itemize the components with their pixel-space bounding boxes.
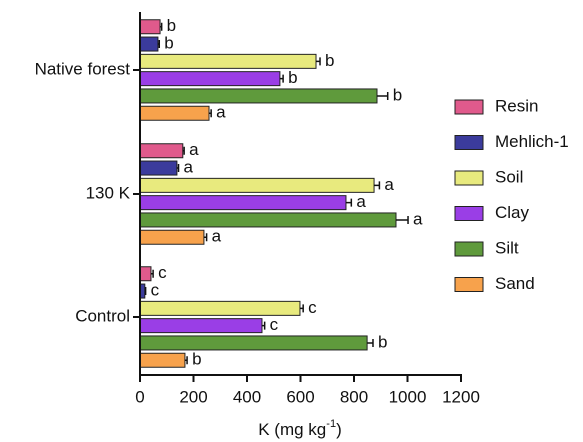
x-tick-label: 1000 <box>389 387 427 406</box>
legend-label: Soil <box>495 167 523 186</box>
bar <box>139 177 375 193</box>
bar <box>139 300 301 316</box>
significance-letter: a <box>356 192 366 211</box>
significance-letter: b <box>167 16 176 35</box>
error-bar <box>261 321 266 330</box>
bar <box>139 143 184 159</box>
significance-letter: b <box>378 332 387 351</box>
bar <box>139 266 152 282</box>
significance-letter: b <box>192 350 201 369</box>
y-tick-label: Native forest <box>35 59 131 78</box>
error-bar <box>279 74 284 83</box>
significance-letter: b <box>325 51 334 70</box>
x-tick-label: 800 <box>340 387 368 406</box>
significance-letter: c <box>158 263 167 282</box>
error-bar <box>377 91 389 100</box>
x-tick-label: 200 <box>179 387 207 406</box>
significance-letter: b <box>164 34 173 53</box>
bar <box>139 195 347 211</box>
error-bar <box>299 304 304 313</box>
error-bar <box>144 287 147 296</box>
significance-letter: b <box>393 85 402 104</box>
y-tick-label: 130 K <box>86 183 131 202</box>
significance-letter: a <box>189 140 199 159</box>
significance-letter: a <box>413 209 423 228</box>
error-bar <box>182 146 185 155</box>
error-bar <box>345 198 353 207</box>
significance-letter: c <box>151 281 160 300</box>
x-axis-title-end: ) <box>336 420 342 439</box>
legend-swatch <box>454 170 484 186</box>
error-bar <box>203 233 208 242</box>
bar <box>139 36 159 52</box>
legend-label: Silt <box>495 238 519 257</box>
bar <box>139 71 281 87</box>
legend-swatch <box>454 135 484 150</box>
significance-letter: a <box>184 158 194 177</box>
bar <box>139 19 161 35</box>
error-bar <box>184 356 188 365</box>
error-bar <box>157 40 161 49</box>
x-tick-label: 1200 <box>442 387 480 406</box>
error-bar <box>395 215 409 224</box>
legend-swatch <box>454 277 484 292</box>
bar <box>139 212 397 228</box>
significance-letter: b <box>288 68 297 87</box>
error-bar <box>374 181 381 190</box>
x-axis-title-sup: -1 <box>326 418 336 430</box>
x-tick-label: 400 <box>233 387 261 406</box>
legend-label: Mehlich-1 <box>495 132 569 151</box>
significance-letter: c <box>270 315 279 334</box>
legend-label: Clay <box>495 203 530 222</box>
error-bar <box>316 57 321 66</box>
bar <box>139 105 210 121</box>
significance-letter: c <box>308 298 317 317</box>
bar <box>139 53 317 69</box>
error-bar <box>150 269 154 278</box>
legend-swatch <box>454 206 484 221</box>
x-tick-label: 600 <box>286 387 314 406</box>
x-axis-title-main: K (mg kg <box>258 420 326 439</box>
legend-label: Sand <box>495 274 535 293</box>
y-tick-label: Control <box>75 306 130 325</box>
legend-swatch <box>454 241 484 257</box>
x-axis-title: K (mg kg-1) <box>258 418 341 440</box>
significance-letter: a <box>212 227 222 246</box>
significance-letter: a <box>216 103 226 122</box>
bar <box>139 88 378 104</box>
error-bar <box>367 338 374 347</box>
legend-swatch <box>454 99 484 115</box>
bar <box>139 160 178 176</box>
bar <box>139 352 186 368</box>
bar <box>139 318 263 334</box>
legend-label: Resin <box>495 96 538 115</box>
error-bar <box>209 109 212 118</box>
significance-letter: a <box>384 175 394 194</box>
bar <box>139 229 205 245</box>
x-tick-label: 0 <box>135 387 144 406</box>
error-bar <box>176 164 180 173</box>
error-bar <box>160 22 163 31</box>
bar <box>139 335 368 351</box>
